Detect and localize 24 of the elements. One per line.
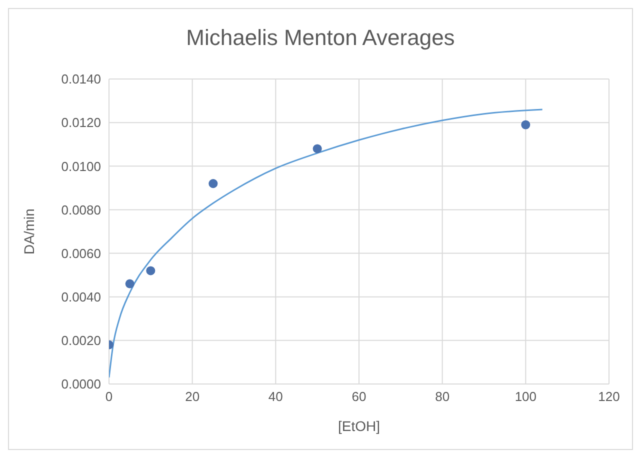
x-tick-label: 80 [435, 389, 450, 404]
point [208, 179, 218, 188]
y-tick-label: 0.0060 [61, 246, 101, 261]
x-tick-label: 100 [514, 389, 537, 404]
x-tick-label: 0 [105, 389, 113, 404]
x-tick-label: 40 [268, 389, 283, 404]
y-tick-label: 0.0040 [61, 289, 101, 304]
y-tick-label: 0.0020 [61, 333, 101, 348]
y-tick-label: 0.0100 [61, 158, 101, 174]
y-tick-label: 0.0120 [61, 115, 101, 130]
x-tick-label: 120 [598, 389, 620, 404]
chart-title: Michaelis Menton Averages [185, 24, 456, 52]
point [312, 144, 322, 154]
point [521, 120, 530, 130]
y-tick-label: 0.0000 [61, 376, 101, 392]
y-axis-title: DA/min [20, 208, 37, 254]
y-tick-label: 0.0140 [61, 72, 101, 87]
line-series [109, 108, 544, 378]
x-tick-label: 60 [352, 389, 366, 404]
x-axis-title: [EtOH] [338, 418, 380, 434]
point [125, 279, 134, 288]
point [146, 266, 156, 276]
x-tick-label: 20 [185, 389, 200, 404]
y-tick-label: 0.0080 [61, 202, 101, 218]
